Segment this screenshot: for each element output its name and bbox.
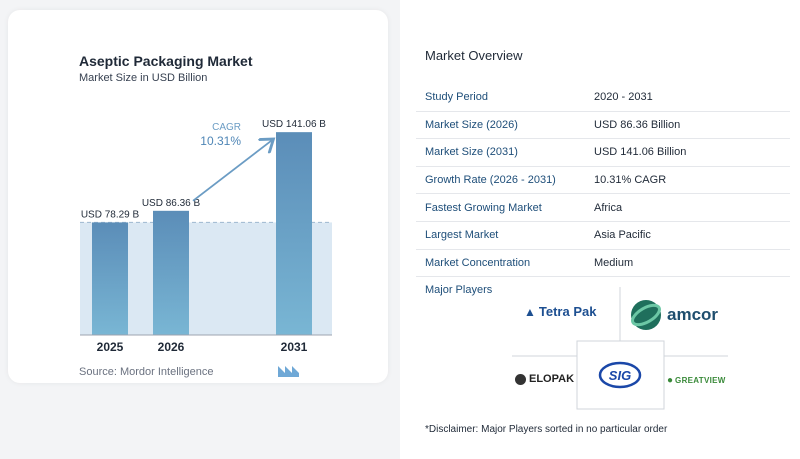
row-label: Largest Market — [425, 229, 499, 242]
chart-subtitle: Market Size in USD Billion — [79, 72, 208, 84]
row-value: Medium — [594, 256, 634, 269]
bar-2026 — [153, 210, 189, 335]
tetrapak-triangle-icon: ▲ — [524, 304, 536, 319]
amcor-globe-icon — [631, 300, 661, 330]
x-tick-2025: 2025 — [97, 340, 124, 354]
bar-chart: USD 78.29 B 2025 USD 86.36 B 2026 USD 141.06… — [80, 119, 332, 354]
mordor-logo-icon — [278, 366, 299, 377]
row-label: Market Concentration — [425, 256, 531, 269]
cagr-arrow — [192, 140, 272, 202]
data-label-2026: USD 86.36 B — [142, 198, 201, 209]
overview-table: Study Period 2020 - 2031 Market Size (202… — [416, 84, 790, 278]
major-players-title: Major Players — [425, 284, 493, 296]
disclaimer-text: *Disclaimer: Major Players sorted in no … — [425, 424, 668, 435]
amcor-logo: amcor — [629, 298, 718, 332]
row-label: Market Size (2031) — [425, 146, 518, 159]
sig-oval-icon: SIG — [598, 361, 642, 389]
row-value: Asia Pacific — [594, 229, 651, 242]
greatview-logo-text: GREATVIEW — [675, 376, 726, 385]
row-value: 10.31% CAGR — [594, 174, 667, 187]
elopak-logo: ELOPAK — [515, 373, 574, 385]
sig-logo-text: SIG — [609, 368, 631, 383]
overview-row-growth-rate: Growth Rate (2026 - 2031) 10.31% CAGR — [416, 167, 790, 195]
greatview-logo: ● GREATVIEW — [667, 375, 726, 386]
overview-row-concentration: Market Concentration Medium — [416, 250, 790, 278]
row-value: USD 86.36 Billion — [594, 118, 681, 131]
row-value: USD 141.06 Billion — [594, 146, 687, 159]
data-label-2031: USD 141.06 B — [262, 119, 326, 130]
x-tick-2031: 2031 — [281, 340, 308, 354]
row-label: Fastest Growing Market — [425, 201, 542, 214]
cagr-label: CAGR — [212, 122, 241, 133]
row-label: Study Period — [425, 91, 488, 104]
overview-row-study-period: Study Period 2020 - 2031 — [416, 84, 790, 112]
overview-row-size-2031: Market Size (2031) USD 141.06 Billion — [416, 139, 790, 167]
overview-row-size-2026: Market Size (2026) USD 86.36 Billion — [416, 112, 790, 140]
row-value: 2020 - 2031 — [594, 91, 653, 104]
elopak-mark-icon — [515, 373, 526, 385]
greatview-leaf-icon: ● — [667, 375, 674, 386]
chart-title: Aseptic Packaging Market — [79, 53, 253, 69]
overview-title: Market Overview — [425, 48, 523, 63]
row-label: Market Size (2026) — [425, 118, 518, 131]
overview-row-largest-market: Largest Market Asia Pacific — [416, 222, 790, 250]
bar-2025 — [92, 222, 128, 335]
row-label: Growth Rate (2026 - 2031) — [425, 174, 556, 187]
source-text: Source: Mordor Intelligence — [79, 366, 214, 378]
amcor-logo-text: amcor — [667, 305, 719, 324]
x-tick-2026: 2026 — [158, 340, 185, 354]
sig-logo: SIG — [598, 361, 642, 389]
overview-row-fastest-market: Fastest Growing Market Africa — [416, 194, 790, 222]
bar-2031 — [276, 132, 312, 335]
row-value: Africa — [594, 201, 623, 214]
elopak-logo-text: ELOPAK — [529, 373, 575, 385]
cagr-value: 10.31% — [200, 134, 241, 148]
tetrapak-logo-text: Tetra Pak — [538, 304, 597, 319]
tetrapak-logo: ▲ Tetra Pak — [524, 304, 596, 319]
data-label-2025: USD 78.29 B — [81, 209, 140, 220]
